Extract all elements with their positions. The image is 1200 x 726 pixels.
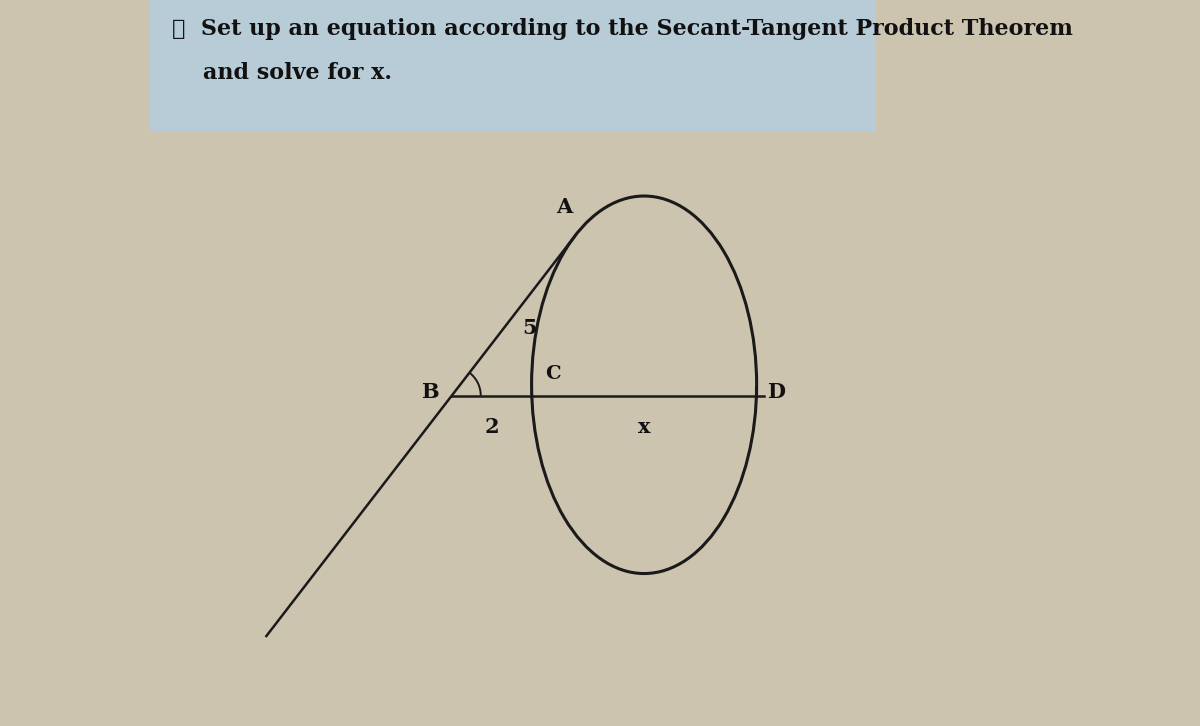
Text: D: D <box>767 382 785 402</box>
Text: B: B <box>421 382 439 402</box>
Text: A: A <box>557 197 572 217</box>
Text: 2: 2 <box>485 417 499 438</box>
Text: and solve for x.: and solve for x. <box>173 62 392 83</box>
Text: x: x <box>638 417 650 438</box>
Text: C: C <box>545 364 560 383</box>
Text: ①  Set up an equation according to the Secant-Tangent Product Theorem: ① Set up an equation according to the Se… <box>173 18 1073 40</box>
FancyBboxPatch shape <box>150 0 876 131</box>
Text: 5: 5 <box>522 318 536 338</box>
